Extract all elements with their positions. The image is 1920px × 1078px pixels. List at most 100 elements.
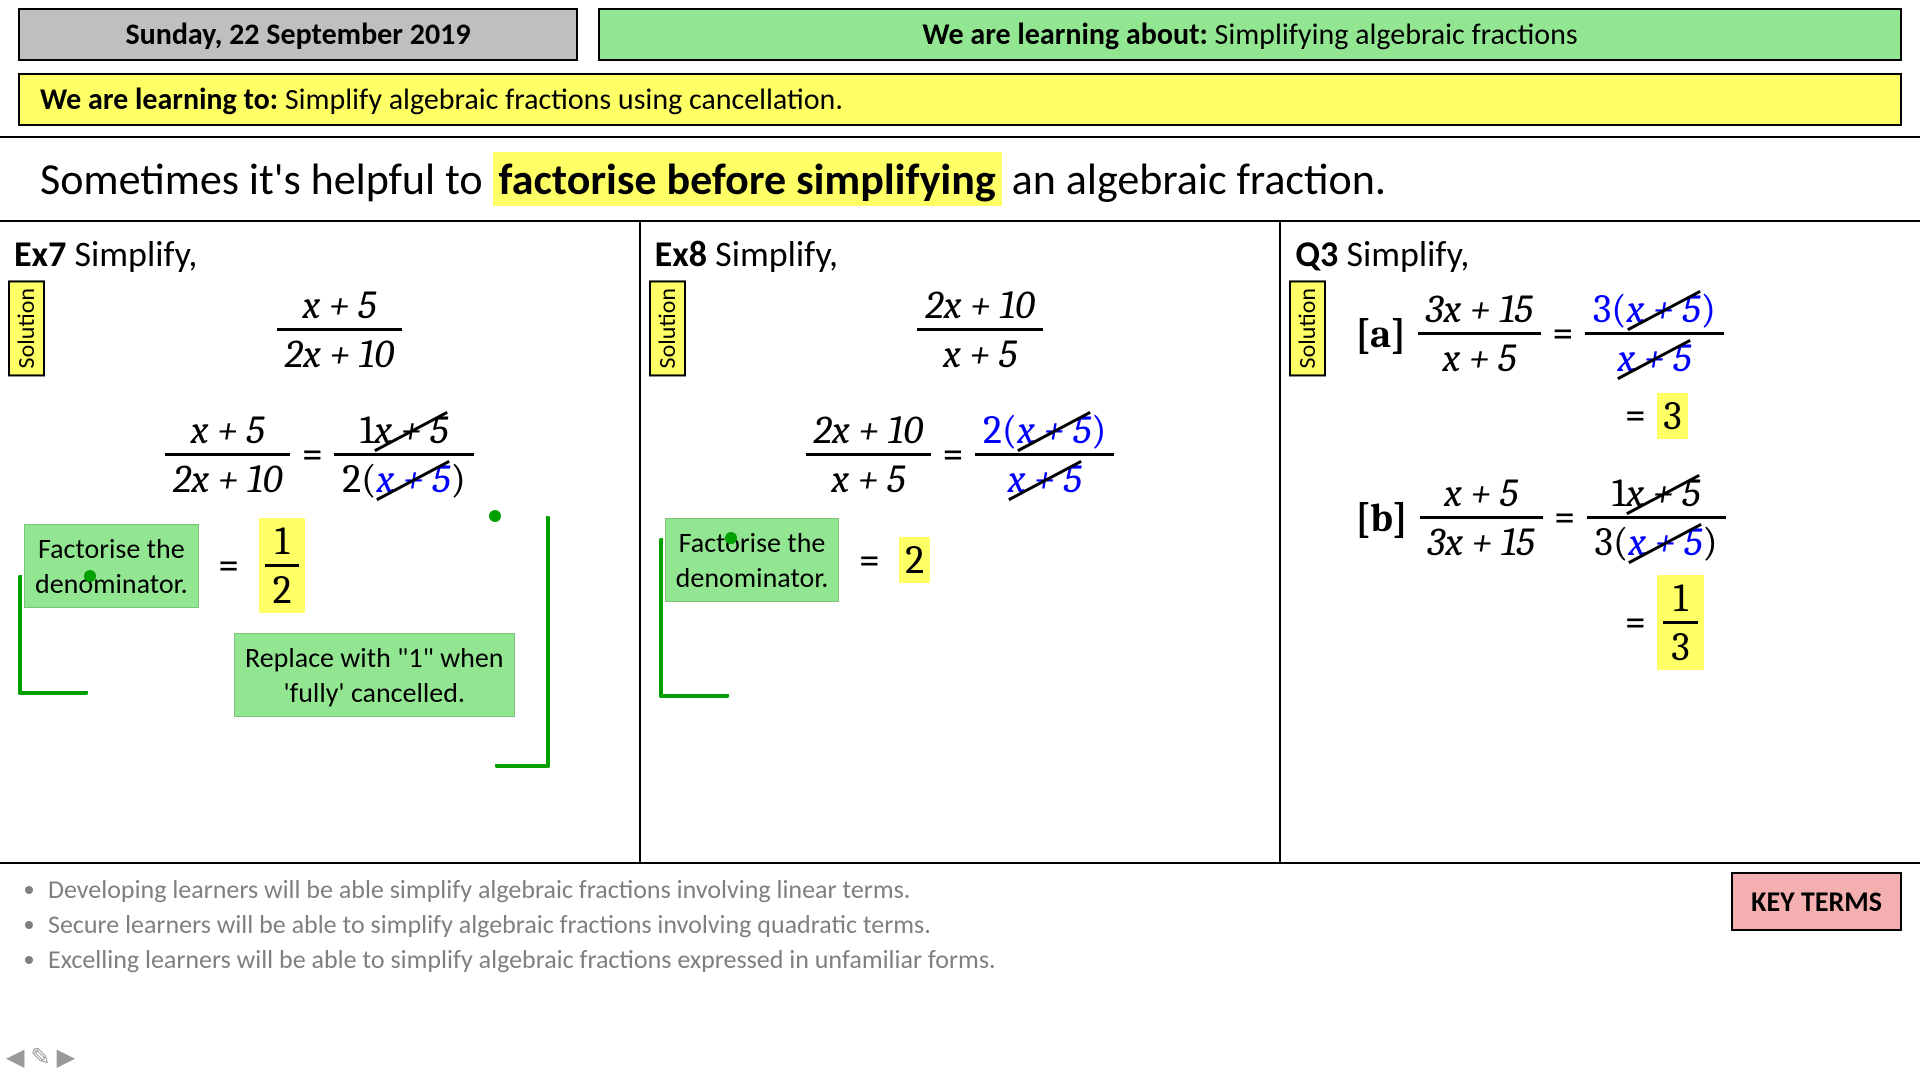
ex7-step-num1: x + 5 <box>165 407 290 456</box>
equals-2: = <box>219 541 239 590</box>
q3-b-rhs-den-post: ) <box>1702 519 1717 565</box>
q3-b-ans-num: 1 <box>1663 575 1697 624</box>
intro-highlight: factorise before simplifying <box>493 152 1002 206</box>
ex8-solution-tag: Solution <box>649 280 686 376</box>
equals-1: = <box>302 430 322 479</box>
q3-a-label: [a] <box>1355 311 1405 357</box>
intro-text: Sometimes it's helpful to factorise befo… <box>0 136 1920 222</box>
connector-2 <box>495 516 550 768</box>
ex7-note2: Replace with "1" when 'fully' cancelled. <box>234 633 515 717</box>
q3-b-den: 3x + 15 <box>1420 519 1543 565</box>
col-q3: Q3 Simplify, Solution [a] 3x + 15 x + 5 … <box>1281 222 1920 862</box>
equals-7: = <box>1555 493 1575 542</box>
q3-b-rhs-num-cancel: x + 5 <box>1626 470 1700 516</box>
ex7-text: Simplify, <box>75 232 198 276</box>
ex8-frac1-den: x + 5 <box>917 331 1042 377</box>
q3-a-rhs-num-pre: 3( <box>1593 286 1627 332</box>
q3-b-rhs-den-pre: 3( <box>1595 519 1629 565</box>
learning-about-box: We are learning about: Simplifying algeb… <box>598 8 1902 61</box>
q3-b-rhs-den-cancel: x + 5 <box>1628 519 1702 565</box>
q3-a-num: 3x + 15 <box>1418 286 1541 335</box>
connector-dot-2 <box>489 510 501 522</box>
learning-about-label: We are learning about: <box>922 16 1207 53</box>
q3-a-row: [a] 3x + 15 x + 5 = 3(x + 5) x + 5 <box>1295 286 1906 381</box>
ex8-step-num2-post: ) <box>1091 407 1106 453</box>
connector-3 <box>659 538 729 698</box>
ex7-ans-num: 1 <box>265 518 300 567</box>
ex8-title: Ex8 Simplify, <box>655 232 1266 276</box>
learning-to-box: We are learning to: Simplify algebraic f… <box>18 73 1902 126</box>
q3-b-label: [b] <box>1355 495 1407 541</box>
q3-title: Q3 Simplify, <box>1295 232 1906 276</box>
ex7-solution-tag: Solution <box>8 280 45 376</box>
intro-after: an algebraic fraction. <box>1012 152 1386 206</box>
nav-icons: ◀ ✎ ▶ <box>6 1043 75 1072</box>
ex8-frac1-num: 2x + 10 <box>917 282 1042 331</box>
ex8-original: 2x + 10 x + 5 <box>695 282 1266 377</box>
outcomes-list: Developing learners will be able simplif… <box>18 872 1731 977</box>
q3-text: Simplify, <box>1346 232 1469 276</box>
q3-b-ans-den: 3 <box>1663 624 1697 670</box>
connector-dot-3 <box>725 532 737 544</box>
ex8-step-num2-pre: 2( <box>983 407 1017 453</box>
q3-b-rhs-num-pre: 1 <box>1612 470 1626 516</box>
ex7-step: x + 5 2x + 10 = 1x + 5 2(x + 5) <box>14 407 625 502</box>
ex7-frac1-num: x + 5 <box>277 282 402 331</box>
ex7-title: Ex7 Simplify, <box>14 232 625 276</box>
ex8-text: Simplify, <box>715 232 838 276</box>
ex7-original: x + 5 2x + 10 <box>54 282 625 377</box>
prev-icon[interactable]: ◀ <box>6 1043 24 1072</box>
outcome-1: Developing learners will be able simplif… <box>48 872 1731 907</box>
q3-a-rhs-den-cancel: x + 5 <box>1617 335 1691 381</box>
ex7-frac1-den: 2x + 10 <box>277 331 402 377</box>
q3-solution-tag: Solution <box>1289 280 1326 376</box>
ex8-ans: 2 <box>899 537 930 583</box>
q3-a-ans-row: = 3 <box>1295 391 1906 440</box>
q3-a-rhs-num-cancel: x + 5 <box>1627 286 1701 332</box>
equals-6: = <box>1625 391 1645 440</box>
ex7-step-num2-pre: 1 <box>360 407 374 453</box>
ex8-answer-row: Factorise the denominator. = 2 <box>655 518 1266 602</box>
footer: Developing learners will be able simplif… <box>0 862 1920 985</box>
col-ex7: Ex7 Simplify, Solution x + 5 2x + 10 x +… <box>0 222 641 862</box>
q3-b-row: [b] x + 5 3x + 15 = 1x + 5 3(x + 5) <box>1295 470 1906 565</box>
ex8-step-num1: 2x + 10 <box>806 407 931 456</box>
next-icon[interactable]: ▶ <box>57 1043 75 1072</box>
ex8-num: Ex8 <box>655 232 707 276</box>
pen-icon[interactable]: ✎ <box>30 1043 50 1072</box>
outcome-2: Secure learners will be able to simplify… <box>48 907 1731 942</box>
equals-5: = <box>1553 309 1573 358</box>
columns: Ex7 Simplify, Solution x + 5 2x + 10 x +… <box>0 222 1920 862</box>
ex8-step-num2-cancel: x + 5 <box>1017 407 1091 453</box>
ex7-step-den2-post: ) <box>451 456 466 502</box>
ex8-step-den1: x + 5 <box>806 456 931 502</box>
q3-num: Q3 <box>1295 232 1338 276</box>
equals-3: = <box>943 430 963 479</box>
outcome-3: Excelling learners will be able to simpl… <box>48 942 1731 977</box>
ex7-note1-a: Factorise the <box>38 531 185 566</box>
ex7-ans-den: 2 <box>265 567 300 613</box>
equals-8: = <box>1625 598 1645 647</box>
connector-1 <box>18 575 88 695</box>
learning-about-value: Simplifying algebraic fractions <box>1215 16 1578 53</box>
equals-4: = <box>859 536 879 585</box>
ex7-note2-b: 'fully' cancelled. <box>283 675 465 710</box>
header-row: Sunday, 22 September 2019 We are learnin… <box>0 0 1920 65</box>
ex7-step-num2-cancel: x + 5 <box>374 407 448 453</box>
learning-to-label: We are learning to: <box>40 81 278 118</box>
connector-dot-1 <box>84 570 96 582</box>
q3-a-ans: 3 <box>1657 393 1687 439</box>
ex8-step: 2x + 10 x + 5 = 2(x + 5) x + 5 <box>655 407 1266 502</box>
date-box: Sunday, 22 September 2019 <box>18 8 578 61</box>
ex7-note2-a: Replace with "1" when <box>245 640 504 675</box>
q3-a-rhs-num-post: ) <box>1701 286 1716 332</box>
ex7-step-den1: 2x + 10 <box>165 456 290 502</box>
ex7-step-den2-cancel: x + 5 <box>376 456 450 502</box>
ex7-num: Ex7 <box>14 232 66 276</box>
q3-b-ans-row: = 1 3 <box>1295 575 1906 670</box>
col-ex8: Ex8 Simplify, Solution 2x + 10 x + 5 2x … <box>641 222 1282 862</box>
q3-b-num: x + 5 <box>1420 470 1543 519</box>
learning-to-value: Simplify algebraic fractions using cance… <box>285 81 843 118</box>
q3-a-den: x + 5 <box>1418 335 1541 381</box>
key-terms-button[interactable]: KEY TERMS <box>1731 872 1902 931</box>
